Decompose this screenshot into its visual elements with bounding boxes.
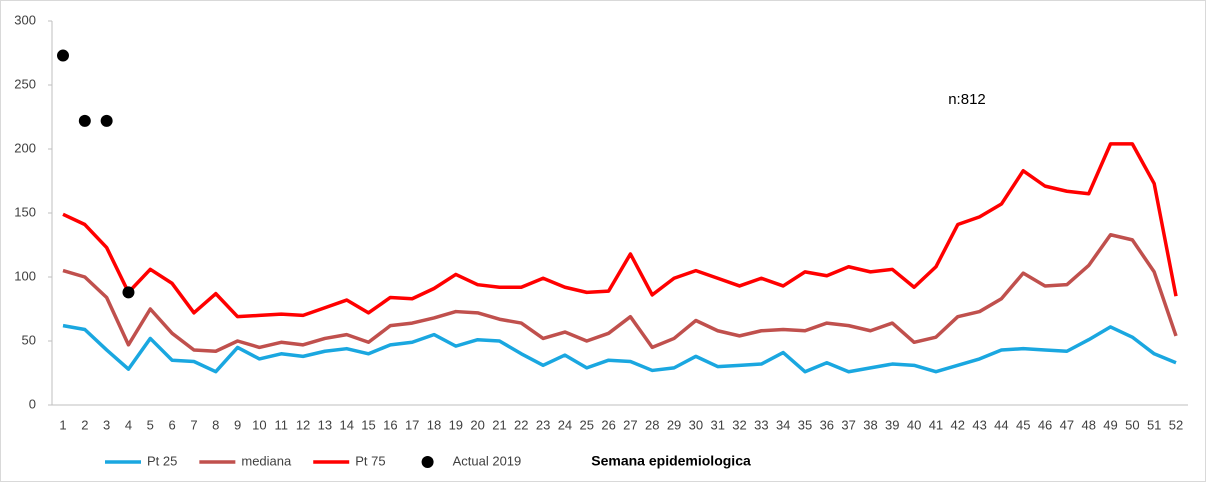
point xyxy=(78,114,91,127)
x-tick-label: 44 xyxy=(994,417,1008,432)
x-tick-label: 14 xyxy=(339,417,353,432)
y-tick-label: 150 xyxy=(14,204,36,219)
x-tick-label: 4 xyxy=(125,417,132,432)
x-tick-label: 16 xyxy=(383,417,397,432)
x-tick-label: 36 xyxy=(820,417,834,432)
annotation: n:812 xyxy=(948,91,986,108)
y-tick-label: 100 xyxy=(14,268,36,283)
legend-label: Actual 2019 xyxy=(453,453,522,468)
point xyxy=(122,286,135,299)
x-tick-label: 45 xyxy=(1016,417,1030,432)
x-tick-label: 24 xyxy=(558,417,572,432)
series-line xyxy=(62,323,1177,374)
x-tick-label: 3 xyxy=(103,417,110,432)
x-tick-label: 25 xyxy=(580,417,594,432)
x-tick-label: 15 xyxy=(361,417,375,432)
x-tick-label: 19 xyxy=(449,417,463,432)
legend-label: Pt 25 xyxy=(147,453,177,468)
x-tick-label: 11 xyxy=(274,417,288,432)
x-tick-label: 37 xyxy=(841,417,855,432)
x-tick-label: 21 xyxy=(492,417,506,432)
x-tick-label: 47 xyxy=(1060,417,1074,432)
point xyxy=(100,114,113,127)
x-tick-label: 50 xyxy=(1125,417,1139,432)
x-tick-label: 1 xyxy=(59,417,66,432)
x-tick-label: 31 xyxy=(710,417,724,432)
x-tick-label: 7 xyxy=(190,417,197,432)
y-tick-label: 0 xyxy=(29,396,36,411)
legend-label: mediana xyxy=(241,453,292,468)
x-tick-label: 32 xyxy=(732,417,746,432)
y-tick-label: 50 xyxy=(22,332,36,347)
series-line xyxy=(62,233,1178,353)
x-tick-label: 20 xyxy=(470,417,484,432)
x-tick-label: 46 xyxy=(1038,417,1052,432)
x-tick-label: 34 xyxy=(776,417,790,432)
point xyxy=(57,49,69,62)
x-tick-label: 10 xyxy=(252,417,266,432)
legend-label: Pt 75 xyxy=(355,453,385,468)
x-tick-label: 35 xyxy=(798,417,812,432)
x-tick-label: 38 xyxy=(863,417,877,432)
x-tick-label: 26 xyxy=(601,417,615,432)
series-line xyxy=(62,142,1178,319)
x-tick-label: 41 xyxy=(929,417,943,432)
legend-swatch xyxy=(421,456,434,468)
y-tick-label: 250 xyxy=(14,76,36,91)
x-tick-label: 22 xyxy=(514,417,528,432)
x-tick-label: 48 xyxy=(1081,417,1095,432)
x-tick-label: 33 xyxy=(754,417,768,432)
x-tick-label: 2 xyxy=(81,417,88,432)
x-tick-label: 5 xyxy=(147,417,154,432)
x-tick-label: 28 xyxy=(645,417,659,432)
y-tick-label: 200 xyxy=(14,140,36,155)
x-tick-label: 39 xyxy=(885,417,899,432)
x-tick-label: 52 xyxy=(1169,417,1183,432)
x-tick-label: 17 xyxy=(405,417,419,432)
x-tick-label: 6 xyxy=(169,417,176,432)
x-tick-label: 18 xyxy=(427,417,441,432)
x-tick-label: 12 xyxy=(296,417,310,432)
x-tick-label: 30 xyxy=(689,417,703,432)
x-tick-label: 9 xyxy=(234,417,241,432)
x-tick-label: 43 xyxy=(972,417,986,432)
x-tick-label: 13 xyxy=(318,417,332,432)
x-tick-label: 51 xyxy=(1147,417,1161,432)
x-tick-label: 42 xyxy=(951,417,965,432)
x-tick-label: 29 xyxy=(667,417,681,432)
y-tick-label: 300 xyxy=(14,12,36,27)
x-tick-label: 49 xyxy=(1103,417,1117,432)
x-axis-title: Semana epidemiologica xyxy=(591,453,751,469)
x-tick-label: 27 xyxy=(623,417,637,432)
x-tick-label: 23 xyxy=(536,417,550,432)
x-tick-label: 40 xyxy=(907,417,921,432)
x-tick-label: 8 xyxy=(212,417,219,432)
